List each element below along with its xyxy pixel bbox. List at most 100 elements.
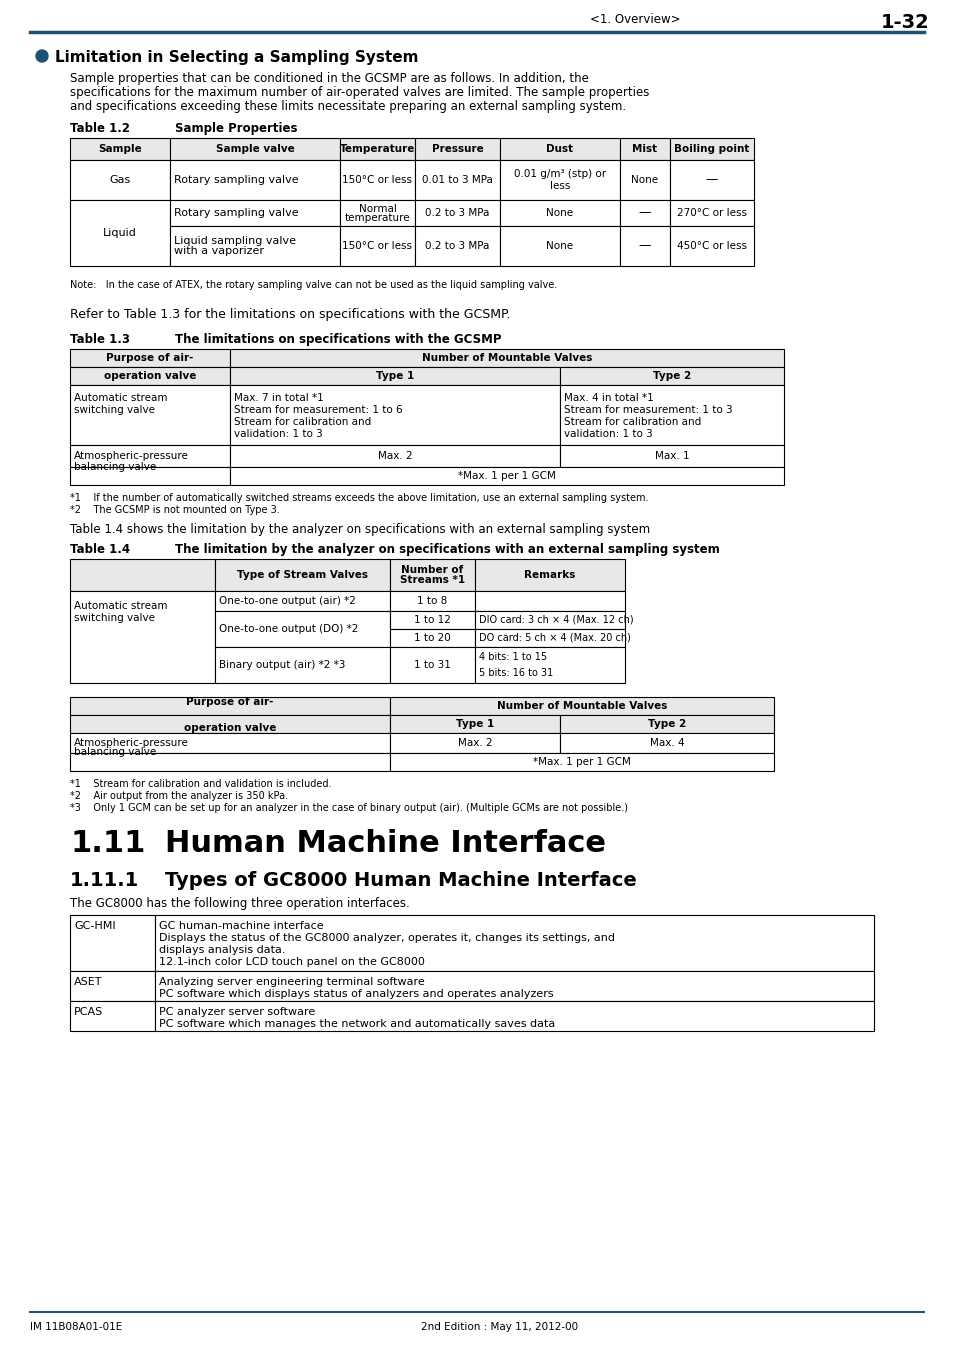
- Text: less: less: [549, 181, 570, 190]
- Bar: [559, 716, 773, 733]
- Text: Mist: Mist: [632, 144, 657, 154]
- Text: Table 1.4 shows the limitation by the analyzer on specifications with an externa: Table 1.4 shows the limitation by the an…: [70, 522, 649, 536]
- Bar: [390, 716, 559, 733]
- Bar: [170, 200, 339, 225]
- Bar: [475, 647, 624, 683]
- Text: *1    Stream for calibration and validation is included.: *1 Stream for calibration and validation…: [70, 779, 331, 788]
- Bar: [70, 367, 230, 385]
- Bar: [230, 385, 559, 446]
- Bar: [475, 612, 624, 629]
- Text: Table 1.3: Table 1.3: [70, 333, 130, 346]
- Bar: [390, 753, 773, 771]
- Text: 0.2 to 3 MPa: 0.2 to 3 MPa: [425, 208, 489, 217]
- Bar: [339, 225, 415, 266]
- Text: Displays the status of the GC8000 analyzer, operates it, changes its settings, a: Displays the status of the GC8000 analyz…: [159, 933, 615, 944]
- Text: Automatic stream: Automatic stream: [74, 601, 168, 612]
- Bar: [170, 138, 339, 161]
- Text: Max. 4 in total *1: Max. 4 in total *1: [563, 393, 653, 404]
- Text: 12.1-inch color LCD touch panel on the GC8000: 12.1-inch color LCD touch panel on the G…: [159, 957, 424, 967]
- Text: PC software which displays status of analyzers and operates analyzers: PC software which displays status of ana…: [159, 990, 553, 999]
- Text: Stream for measurement: 1 to 3: Stream for measurement: 1 to 3: [563, 405, 732, 414]
- Text: DIO card: 3 ch × 4 (Max. 12 ch): DIO card: 3 ch × 4 (Max. 12 ch): [478, 616, 633, 625]
- Bar: [70, 138, 170, 161]
- Text: specifications for the maximum number of air-operated valves are limited. The sa: specifications for the maximum number of…: [70, 86, 649, 99]
- Circle shape: [36, 50, 48, 62]
- Text: Sample properties that can be conditioned in the GCSMP are as follows. In additi: Sample properties that can be conditione…: [70, 72, 588, 85]
- Text: Max. 2: Max. 2: [457, 738, 492, 748]
- Text: 1 to 31: 1 to 31: [414, 660, 451, 670]
- Bar: [669, 161, 753, 200]
- Text: Purpose of air-: Purpose of air-: [106, 352, 193, 363]
- Text: —: —: [705, 174, 718, 186]
- Text: switching valve: switching valve: [74, 405, 154, 414]
- Text: 0.01 to 3 MPa: 0.01 to 3 MPa: [421, 176, 493, 185]
- Text: The limitations on specifications with the GCSMP: The limitations on specifications with t…: [174, 333, 501, 346]
- Text: Gas: Gas: [110, 176, 131, 185]
- Bar: [390, 733, 559, 753]
- Bar: [339, 161, 415, 200]
- Bar: [70, 971, 154, 1000]
- Bar: [669, 138, 753, 161]
- Bar: [390, 612, 475, 629]
- Bar: [230, 467, 783, 485]
- Text: Liquid: Liquid: [103, 228, 137, 238]
- Text: Type 1: Type 1: [375, 371, 414, 381]
- Text: Sample: Sample: [98, 144, 142, 154]
- Text: The GC8000 has the following three operation interfaces.: The GC8000 has the following three opera…: [70, 896, 410, 910]
- Bar: [415, 138, 499, 161]
- Text: Rotary sampling valve: Rotary sampling valve: [173, 176, 298, 185]
- Text: ASET: ASET: [74, 977, 102, 987]
- Bar: [230, 367, 559, 385]
- Text: Temperature: Temperature: [339, 144, 415, 154]
- Text: Dust: Dust: [546, 144, 573, 154]
- Text: balancing valve: balancing valve: [74, 462, 156, 472]
- Bar: [619, 200, 669, 225]
- Text: PC software which manages the network and automatically saves data: PC software which manages the network an…: [159, 1019, 555, 1029]
- Text: 1 to 12: 1 to 12: [414, 616, 451, 625]
- Bar: [499, 161, 619, 200]
- Text: Types of GC8000 Human Machine Interface: Types of GC8000 Human Machine Interface: [165, 871, 636, 890]
- Bar: [619, 138, 669, 161]
- Text: Human Machine Interface: Human Machine Interface: [165, 829, 605, 859]
- Bar: [70, 1000, 154, 1031]
- Text: GC-HMI: GC-HMI: [74, 921, 115, 931]
- Bar: [475, 559, 624, 591]
- Bar: [669, 200, 753, 225]
- Text: Number of Mountable Valves: Number of Mountable Valves: [497, 701, 666, 711]
- Text: IM 11B08A01-01E: IM 11B08A01-01E: [30, 1322, 122, 1332]
- Text: None: None: [546, 242, 573, 251]
- Text: switching valve: switching valve: [74, 613, 154, 622]
- Text: Max. 7 in total *1: Max. 7 in total *1: [233, 393, 323, 404]
- Text: Purpose of air-: Purpose of air-: [186, 697, 274, 707]
- Text: 1 to 8: 1 to 8: [416, 595, 447, 606]
- Text: One-to-one output (DO) *2: One-to-one output (DO) *2: [219, 624, 358, 634]
- Text: balancing valve: balancing valve: [74, 747, 156, 757]
- Bar: [619, 225, 669, 266]
- Bar: [415, 225, 499, 266]
- Bar: [230, 446, 559, 467]
- Text: 1 to 20: 1 to 20: [414, 633, 451, 643]
- Bar: [390, 629, 475, 647]
- Bar: [70, 733, 390, 753]
- Text: Atmospheric-pressure: Atmospheric-pressure: [74, 451, 189, 460]
- Bar: [70, 161, 170, 200]
- Text: Normal: Normal: [358, 204, 396, 215]
- Bar: [214, 591, 390, 612]
- Bar: [70, 350, 230, 367]
- Text: validation: 1 to 3: validation: 1 to 3: [563, 429, 652, 439]
- Bar: [559, 367, 783, 385]
- Text: Remarks: Remarks: [524, 570, 575, 580]
- Bar: [154, 915, 873, 971]
- Text: PC analyzer server software: PC analyzer server software: [159, 1007, 314, 1017]
- Text: One-to-one output (air) *2: One-to-one output (air) *2: [219, 595, 355, 606]
- Text: 0.2 to 3 MPa: 0.2 to 3 MPa: [425, 242, 489, 251]
- Bar: [339, 138, 415, 161]
- Bar: [70, 716, 390, 733]
- Bar: [170, 225, 339, 266]
- Text: Max. 2: Max. 2: [377, 451, 412, 460]
- Bar: [70, 915, 154, 971]
- Text: Rotary sampling valve: Rotary sampling valve: [173, 208, 298, 217]
- Bar: [390, 647, 475, 683]
- Bar: [415, 161, 499, 200]
- Text: PCAS: PCAS: [74, 1007, 103, 1017]
